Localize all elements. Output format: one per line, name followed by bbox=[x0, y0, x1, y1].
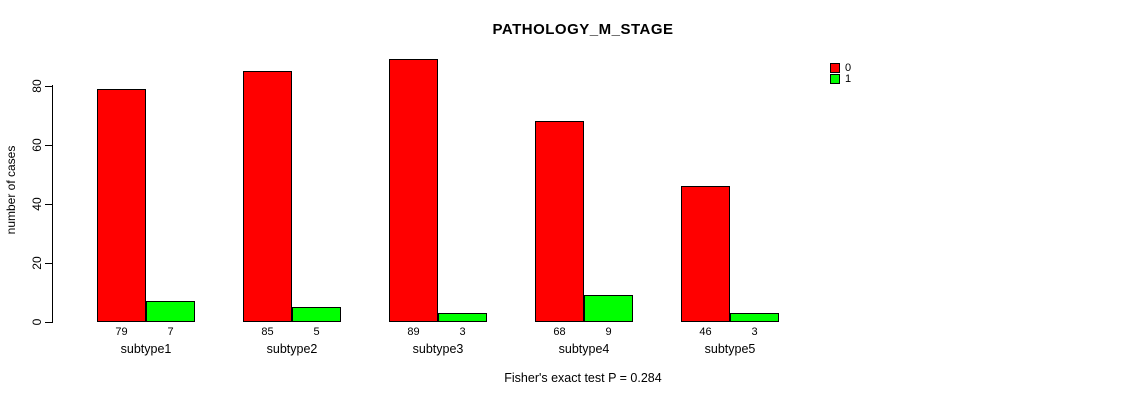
y-tick-label: 20 bbox=[30, 256, 44, 270]
bar-value-label: 3 bbox=[751, 326, 758, 338]
bar-1-subtype1 bbox=[146, 301, 195, 322]
bar-value-label: 46 bbox=[699, 326, 712, 338]
y-tick-mark bbox=[45, 262, 52, 264]
y-tick-mark bbox=[45, 144, 52, 146]
legend-label: 1 bbox=[845, 73, 852, 85]
bar-1-subtype5 bbox=[730, 313, 779, 322]
bar-1-subtype4 bbox=[584, 295, 633, 322]
category-label-subtype2: subtype2 bbox=[266, 342, 318, 356]
category-label-subtype1: subtype1 bbox=[120, 342, 172, 356]
bar-1-subtype3 bbox=[438, 313, 487, 322]
bar-value-label: 9 bbox=[605, 326, 612, 338]
y-tick-mark bbox=[45, 203, 52, 205]
y-tick-label: 80 bbox=[30, 79, 44, 93]
y-tick-label: 40 bbox=[30, 197, 44, 211]
y-tick-label: 0 bbox=[30, 318, 44, 326]
chart-title: PATHOLOGY_M_STAGE bbox=[492, 21, 674, 38]
fisher-test-note: Fisher's exact test P = 0.284 bbox=[504, 371, 662, 385]
category-label-subtype3: subtype3 bbox=[412, 342, 464, 356]
bar-value-label: 68 bbox=[553, 326, 566, 338]
legend-entry-0: 0 bbox=[830, 62, 852, 74]
y-axis-label: number of cases bbox=[4, 145, 18, 235]
legend-entry-1: 1 bbox=[830, 73, 852, 85]
bar-value-label: 5 bbox=[313, 326, 320, 338]
legend-swatch-icon bbox=[830, 63, 840, 73]
bar-value-label: 85 bbox=[261, 326, 274, 338]
y-tick-mark bbox=[45, 85, 52, 87]
category-label-subtype5: subtype5 bbox=[704, 342, 756, 356]
bar-value-label: 79 bbox=[115, 326, 128, 338]
bar-value-label: 7 bbox=[167, 326, 174, 338]
legend-label: 0 bbox=[845, 62, 852, 74]
bar-0-subtype1 bbox=[97, 89, 146, 322]
bar-value-label: 3 bbox=[459, 326, 466, 338]
category-label-subtype4: subtype4 bbox=[558, 342, 610, 356]
bar-1-subtype2 bbox=[292, 307, 341, 322]
bar-0-subtype3 bbox=[389, 59, 438, 322]
y-tick-label: 60 bbox=[30, 138, 44, 152]
bar-value-label: 89 bbox=[407, 326, 420, 338]
bar-0-subtype5 bbox=[681, 186, 730, 322]
bar-0-subtype4 bbox=[535, 121, 584, 322]
y-axis-line bbox=[52, 85, 53, 323]
legend-swatch-icon bbox=[830, 74, 840, 84]
y-tick-mark bbox=[45, 321, 52, 323]
bar-0-subtype2 bbox=[243, 71, 292, 322]
